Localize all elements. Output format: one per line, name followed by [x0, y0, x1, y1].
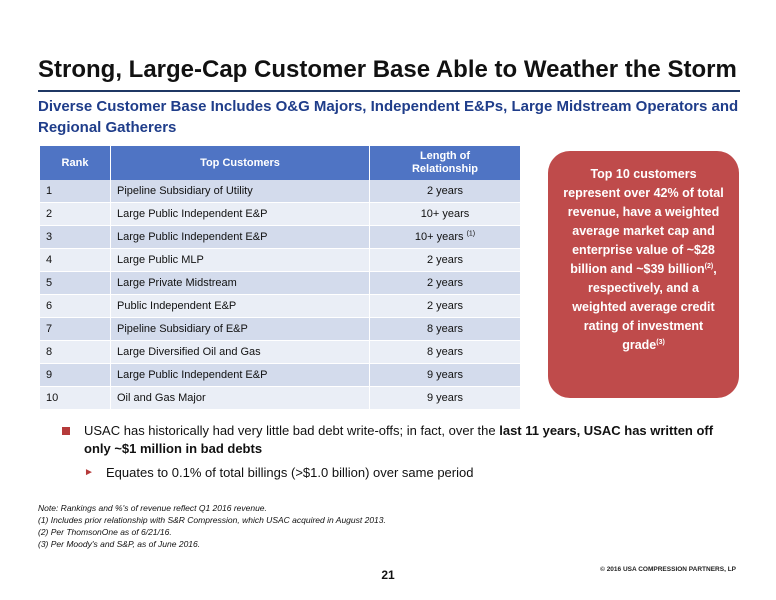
table-row: 2 Large Public Independent E&P 10+ years	[40, 202, 520, 226]
arrow-bullet-icon: ►	[84, 467, 94, 478]
slide-subtitle: Diverse Customer Base Includes O&G Major…	[38, 98, 739, 136]
note-line: (1) Includes prior relationship with S&R…	[38, 515, 386, 525]
length-value: 10+ years	[414, 231, 464, 243]
callout-text-part1: Top 10 customers represent over 42% of t…	[563, 167, 724, 276]
table-row: 4 Large Public MLP 2 years	[40, 248, 520, 272]
customer-cell: Large Public MLP	[110, 248, 370, 272]
slide-title: Strong, Large-Cap Customer Base Able to …	[38, 56, 737, 83]
customer-cell: Large Public Independent E&P	[110, 363, 370, 387]
copyright: © 2016 USA COMPRESSION PARTNERS, LP	[600, 566, 736, 573]
customer-cell: Large Public Independent E&P	[110, 225, 370, 249]
bullet-main-bold-text: last 11 years, USAC has written off only…	[84, 423, 714, 456]
table-row: 3 Large Public Independent E&P 10+ years…	[40, 225, 520, 249]
square-bullet-icon	[62, 427, 70, 435]
rank-cell: 4	[40, 248, 111, 272]
header-rank: Rank	[40, 146, 111, 180]
page-number: 21	[381, 568, 395, 582]
length-cell: 10+ years (1)	[369, 225, 520, 249]
rank-cell: 1	[40, 180, 111, 203]
header-length-line2: Relationship	[411, 163, 478, 175]
bullet-sub: ► Equates to 0.1% of total billings (>$1…	[62, 464, 742, 482]
rank-cell: 9	[40, 363, 111, 387]
customer-table: Rank Top Customers Length of Relationshi…	[40, 146, 520, 410]
table-row: 10 Oil and Gas Major 9 years	[40, 386, 520, 410]
length-cell: 9 years	[369, 363, 520, 387]
note-line: (3) Per Moody's and S&P, as of June 2016…	[38, 539, 201, 549]
table-row: 9 Large Public Independent E&P 9 years	[40, 363, 520, 387]
bullet-sub-text: Equates to 0.1% of total billings (>$1.0…	[106, 465, 474, 480]
table-row: 8 Large Diversified Oil and Gas 8 years	[40, 340, 520, 364]
table-row: 5 Large Private Midstream 2 years	[40, 271, 520, 295]
length-cell: 9 years	[369, 386, 520, 410]
rank-cell: 7	[40, 317, 111, 341]
footnotes: Note: Rankings and %'s of revenue reflec…	[38, 502, 538, 550]
length-cell: 2 years	[369, 271, 520, 295]
table-header-row: Rank Top Customers Length of Relationshi…	[40, 146, 520, 180]
highlight-callout: Top 10 customers represent over 42% of t…	[548, 151, 739, 398]
bullet-main: USAC has historically had very little ba…	[62, 422, 742, 458]
rank-cell: 8	[40, 340, 111, 364]
footnote-marker: (1)	[466, 230, 476, 238]
table-row: 7 Pipeline Subsidiary of E&P 8 years	[40, 317, 520, 341]
customer-cell: Pipeline Subsidiary of Utility	[110, 180, 370, 203]
customer-cell: Large Public Independent E&P	[110, 202, 370, 226]
callout-footnote-2: (2)	[704, 262, 714, 270]
bullet-main-text: USAC has historically had very little ba…	[84, 423, 500, 438]
length-cell: 10+ years	[369, 202, 520, 226]
title-divider	[38, 90, 740, 92]
rank-cell: 10	[40, 386, 111, 410]
customer-cell: Large Private Midstream	[110, 271, 370, 295]
length-cell: 8 years	[369, 317, 520, 341]
customer-cell: Oil and Gas Major	[110, 386, 370, 410]
header-length-of-relationship: Length of Relationship	[369, 146, 520, 180]
length-cell: 2 years	[369, 294, 520, 318]
rank-cell: 2	[40, 202, 111, 226]
note-line: (2) Per ThomsonOne as of 6/21/16.	[38, 527, 172, 537]
rank-cell: 5	[40, 271, 111, 295]
callout-text-part2: , respectively, and a weighted average c…	[572, 262, 717, 352]
customer-cell: Pipeline Subsidiary of E&P	[110, 317, 370, 341]
rank-cell: 6	[40, 294, 111, 318]
rank-cell: 3	[40, 225, 111, 249]
length-cell: 8 years	[369, 340, 520, 364]
length-cell: 2 years	[369, 248, 520, 272]
customer-cell: Large Diversified Oil and Gas	[110, 340, 370, 364]
table-row: 1 Pipeline Subsidiary of Utility 2 years	[40, 180, 520, 203]
bullet-list: USAC has historically had very little ba…	[62, 422, 742, 482]
length-cell: 2 years	[369, 180, 520, 203]
header-length-line1: Length of	[419, 150, 471, 162]
customer-cell: Public Independent E&P	[110, 294, 370, 318]
callout-footnote-3: (3)	[656, 338, 665, 346]
header-top-customers: Top Customers	[110, 146, 370, 180]
table-row: 6 Public Independent E&P 2 years	[40, 294, 520, 318]
note-line: Note: Rankings and %'s of revenue reflec…	[38, 503, 267, 513]
